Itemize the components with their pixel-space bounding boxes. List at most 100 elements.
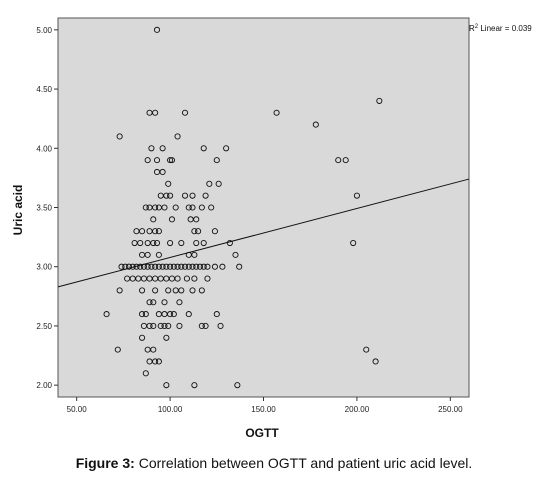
data-point xyxy=(181,263,189,270)
data-point xyxy=(150,299,157,306)
data-point xyxy=(198,204,205,211)
data-point xyxy=(353,192,360,199)
data-point xyxy=(217,322,224,329)
data-point xyxy=(204,275,211,282)
figure-caption: Figure 3: Correlation between OGTT and p… xyxy=(0,455,548,471)
y-tick-label: 2.00 xyxy=(36,381,52,390)
data-point xyxy=(174,133,181,140)
data-point xyxy=(178,287,185,294)
data-point xyxy=(176,299,183,306)
data-point xyxy=(191,228,198,235)
data-point xyxy=(200,263,207,270)
data-point xyxy=(103,311,110,318)
data-point xyxy=(148,145,155,152)
data-point xyxy=(153,239,161,247)
data-point xyxy=(137,263,144,270)
data-point xyxy=(198,287,205,294)
data-point xyxy=(125,263,133,270)
data-point xyxy=(163,382,170,389)
data-point xyxy=(170,263,177,270)
data-point xyxy=(152,358,159,365)
data-point xyxy=(200,145,207,152)
data-point xyxy=(185,204,192,211)
data-point xyxy=(163,263,170,270)
data-point xyxy=(195,228,202,235)
data-point xyxy=(146,299,153,306)
data-point xyxy=(185,263,192,270)
data-point xyxy=(236,263,243,270)
data-point xyxy=(174,275,181,282)
data-point xyxy=(157,322,164,329)
data-point xyxy=(232,251,239,258)
data-point xyxy=(152,263,159,270)
data-point xyxy=(204,263,211,270)
data-point xyxy=(152,109,159,116)
data-point xyxy=(202,322,209,329)
data-point xyxy=(208,204,215,211)
data-point xyxy=(273,109,280,116)
data-point xyxy=(152,287,159,294)
data-point xyxy=(144,157,151,164)
data-point xyxy=(150,346,157,353)
data-point xyxy=(140,263,147,270)
data-point xyxy=(312,121,319,128)
data-point xyxy=(116,133,123,140)
data-point xyxy=(152,204,159,211)
points-layer xyxy=(103,26,383,389)
y-tick-label: 3.50 xyxy=(36,204,52,213)
y-tick-label: 2.50 xyxy=(36,322,52,331)
data-point xyxy=(189,263,196,270)
data-point xyxy=(150,322,157,329)
data-point xyxy=(165,322,172,329)
data-point xyxy=(223,145,230,152)
data-point xyxy=(170,311,177,318)
data-point xyxy=(206,180,213,187)
scatter-chart: 50.00 100.00 150.00 200.00 250.00 2.00 2.50 3.… xyxy=(11,17,532,440)
data-point xyxy=(167,192,174,199)
y-tick-label: 4.50 xyxy=(36,85,52,94)
data-point xyxy=(363,346,370,353)
data-point xyxy=(159,263,166,270)
data-point xyxy=(163,192,170,199)
data-point xyxy=(150,216,157,223)
plot-area xyxy=(57,17,470,398)
y-tick-label: 5.00 xyxy=(36,26,52,35)
data-point xyxy=(193,263,200,270)
data-point xyxy=(193,239,200,247)
data-point xyxy=(155,251,162,258)
x-tick-label: 50.00 xyxy=(67,405,88,414)
data-point xyxy=(372,358,379,365)
x-tick-label: 100.00 xyxy=(158,405,183,414)
data-point xyxy=(165,287,172,294)
data-point xyxy=(211,228,218,235)
data-point xyxy=(167,311,174,318)
data-point xyxy=(196,263,204,270)
data-point xyxy=(159,168,166,176)
data-point xyxy=(168,157,176,164)
data-point xyxy=(167,157,174,164)
data-point xyxy=(144,251,151,258)
data-point xyxy=(133,263,140,270)
data-point xyxy=(148,263,155,270)
data-point xyxy=(165,180,172,187)
data-point xyxy=(189,287,196,294)
x-tick-label: 200.00 xyxy=(345,405,370,414)
data-point xyxy=(172,204,179,211)
data-point xyxy=(142,370,149,377)
x-tick-label: 150.00 xyxy=(251,405,276,414)
data-point xyxy=(200,239,207,247)
data-point xyxy=(234,382,241,389)
data-point xyxy=(376,97,383,104)
x-axis: 50.00 100.00 150.00 200.00 250.00 xyxy=(67,397,463,414)
data-point xyxy=(213,157,220,164)
data-point xyxy=(226,239,233,247)
data-point xyxy=(137,239,144,247)
data-point xyxy=(161,322,168,329)
data-point xyxy=(129,263,136,270)
data-point xyxy=(139,311,146,318)
y-axis: 2.00 2.50 3.00 3.50 4.00 4.50 5.00 xyxy=(36,26,58,390)
data-point xyxy=(139,228,146,235)
data-point xyxy=(191,382,198,389)
data-point xyxy=(174,263,181,270)
data-point xyxy=(142,311,149,318)
